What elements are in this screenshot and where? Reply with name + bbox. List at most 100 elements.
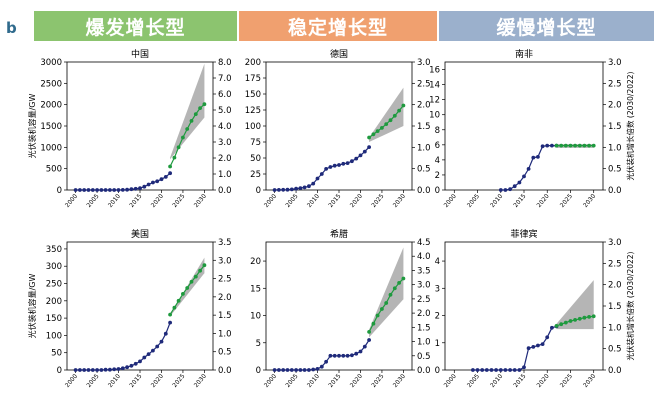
historical-point xyxy=(159,177,164,182)
y2-tick-label: 3.5 xyxy=(218,238,232,248)
y-tick-label: 3 xyxy=(435,284,440,294)
y2-tick-label: 1.0 xyxy=(608,323,622,333)
y-tick-label: 5 xyxy=(256,339,261,349)
historical-point xyxy=(350,159,354,164)
y2-tick-label: 0.0 xyxy=(608,186,622,196)
projection-point xyxy=(380,307,384,311)
x-tick-label: 2000 xyxy=(443,193,458,209)
y2-tick-label: 5.0 xyxy=(218,106,232,116)
y2-tick-label: 0.5 xyxy=(218,348,232,358)
y-tick-label: 350 xyxy=(46,245,62,255)
historical-point xyxy=(281,187,286,192)
plot-frame xyxy=(444,61,604,191)
y-tick-label: 1000 xyxy=(40,143,62,153)
y2-tick-label: 1.5 xyxy=(608,122,622,132)
x-tick-label: 2000 xyxy=(443,373,458,389)
projection-point xyxy=(388,292,393,297)
x-tick-label: 2010 xyxy=(306,193,321,209)
projection-point xyxy=(176,145,181,150)
projection-point xyxy=(573,143,577,148)
y2-tick-label: 4.0 xyxy=(417,252,431,262)
x-tick-label: 2005 xyxy=(284,373,299,389)
historical-point xyxy=(73,188,78,192)
historical-point xyxy=(103,188,108,192)
chart-1: 德国 0 25 50 75 100 125 150 175 200 0.0 0.5 1.0 1.5 2.0 2… xyxy=(245,48,431,209)
y2-tick-label: 3.0 xyxy=(608,58,622,68)
historical-point xyxy=(294,368,298,372)
category-header-explosive: 爆发增长型 xyxy=(34,11,237,41)
historical-point xyxy=(120,366,125,371)
y-tick-label: 15 xyxy=(250,284,261,294)
projection-point xyxy=(587,315,591,319)
y-tick-label: 0 xyxy=(435,186,440,196)
y2-tick-label: 2.5 xyxy=(608,259,622,269)
x-tick-label: 2025 xyxy=(370,373,385,389)
projection-point xyxy=(591,314,596,319)
y-tick-label: 2 xyxy=(435,312,440,322)
y-tick-label: 6 xyxy=(435,141,440,151)
y2-tick-label: 1.5 xyxy=(417,323,431,333)
x-tick-label: 2010 xyxy=(489,193,504,209)
historical-point xyxy=(95,188,99,192)
y2-tick-label: 2.5 xyxy=(218,275,232,285)
x-tick-label: 2030 xyxy=(582,193,597,209)
x-tick-label: 2030 xyxy=(392,193,407,209)
y2-tick-label: 2.0 xyxy=(218,293,232,303)
chart-title: 菲律宾 xyxy=(510,228,537,240)
historical-point xyxy=(536,155,540,159)
historical-point xyxy=(471,368,475,372)
projection-point xyxy=(185,127,190,131)
historical-point xyxy=(332,163,337,168)
historical-point xyxy=(285,368,290,372)
y-tick-label: 2 xyxy=(435,171,440,181)
historical-point xyxy=(73,368,78,372)
historical-point xyxy=(78,188,82,192)
y-tick-label: 1 xyxy=(435,339,440,349)
x-tick-label: 2030 xyxy=(193,373,208,389)
y-tick-label: 8 xyxy=(435,126,440,136)
historical-point xyxy=(354,156,359,161)
y2-tick-label: 3.5 xyxy=(417,266,431,276)
historical-point xyxy=(277,188,281,192)
historical-point xyxy=(289,187,294,192)
historical-point xyxy=(108,188,112,192)
y-tick-label: 0 xyxy=(256,186,261,196)
historical-point xyxy=(129,187,134,192)
historical-point xyxy=(367,145,371,150)
x-tick-label: 2015 xyxy=(128,193,143,209)
historical-point xyxy=(526,346,531,351)
historical-point xyxy=(95,368,99,372)
historical-point xyxy=(155,179,160,184)
projection-point xyxy=(181,292,185,296)
historical-point xyxy=(138,359,142,364)
x-tick-label: 2005 xyxy=(466,193,481,209)
historical-line xyxy=(472,325,557,371)
historical-point xyxy=(146,182,151,187)
y2-tick-label: 4.0 xyxy=(218,122,232,132)
y-tick-label: 50 xyxy=(250,154,261,164)
historical-point xyxy=(475,368,480,372)
projection-point xyxy=(198,268,203,273)
y-tick-label: 2500 xyxy=(40,79,62,89)
historical-point xyxy=(99,188,104,192)
projection-point xyxy=(397,281,401,285)
historical-point xyxy=(362,149,367,154)
x-tick-label: 2010 xyxy=(306,373,321,389)
projection-point xyxy=(388,118,393,123)
x-tick-label: 2020 xyxy=(150,193,165,209)
historical-point xyxy=(298,368,303,372)
y2-tick-label: 1.0 xyxy=(608,143,622,153)
y-tick-label: 250 xyxy=(46,280,62,290)
x-tick-label: 2025 xyxy=(370,193,385,209)
historical-point xyxy=(540,342,545,346)
historical-line xyxy=(274,146,370,191)
y-tick-label: 4 xyxy=(435,156,440,166)
projection-point xyxy=(397,108,401,113)
chart-0: 中国 0 500 1000 1500 2000 2500 3000 0.0 1.0 2.0 3.0 4.… xyxy=(27,48,232,209)
historical-point xyxy=(337,353,341,358)
category-header-stable: 稳定增长型 xyxy=(239,11,437,41)
y-tick-label: 300 xyxy=(46,262,62,272)
y2-tick-label: 3.0 xyxy=(417,281,431,291)
historical-point xyxy=(315,367,320,371)
historical-point xyxy=(302,368,307,372)
